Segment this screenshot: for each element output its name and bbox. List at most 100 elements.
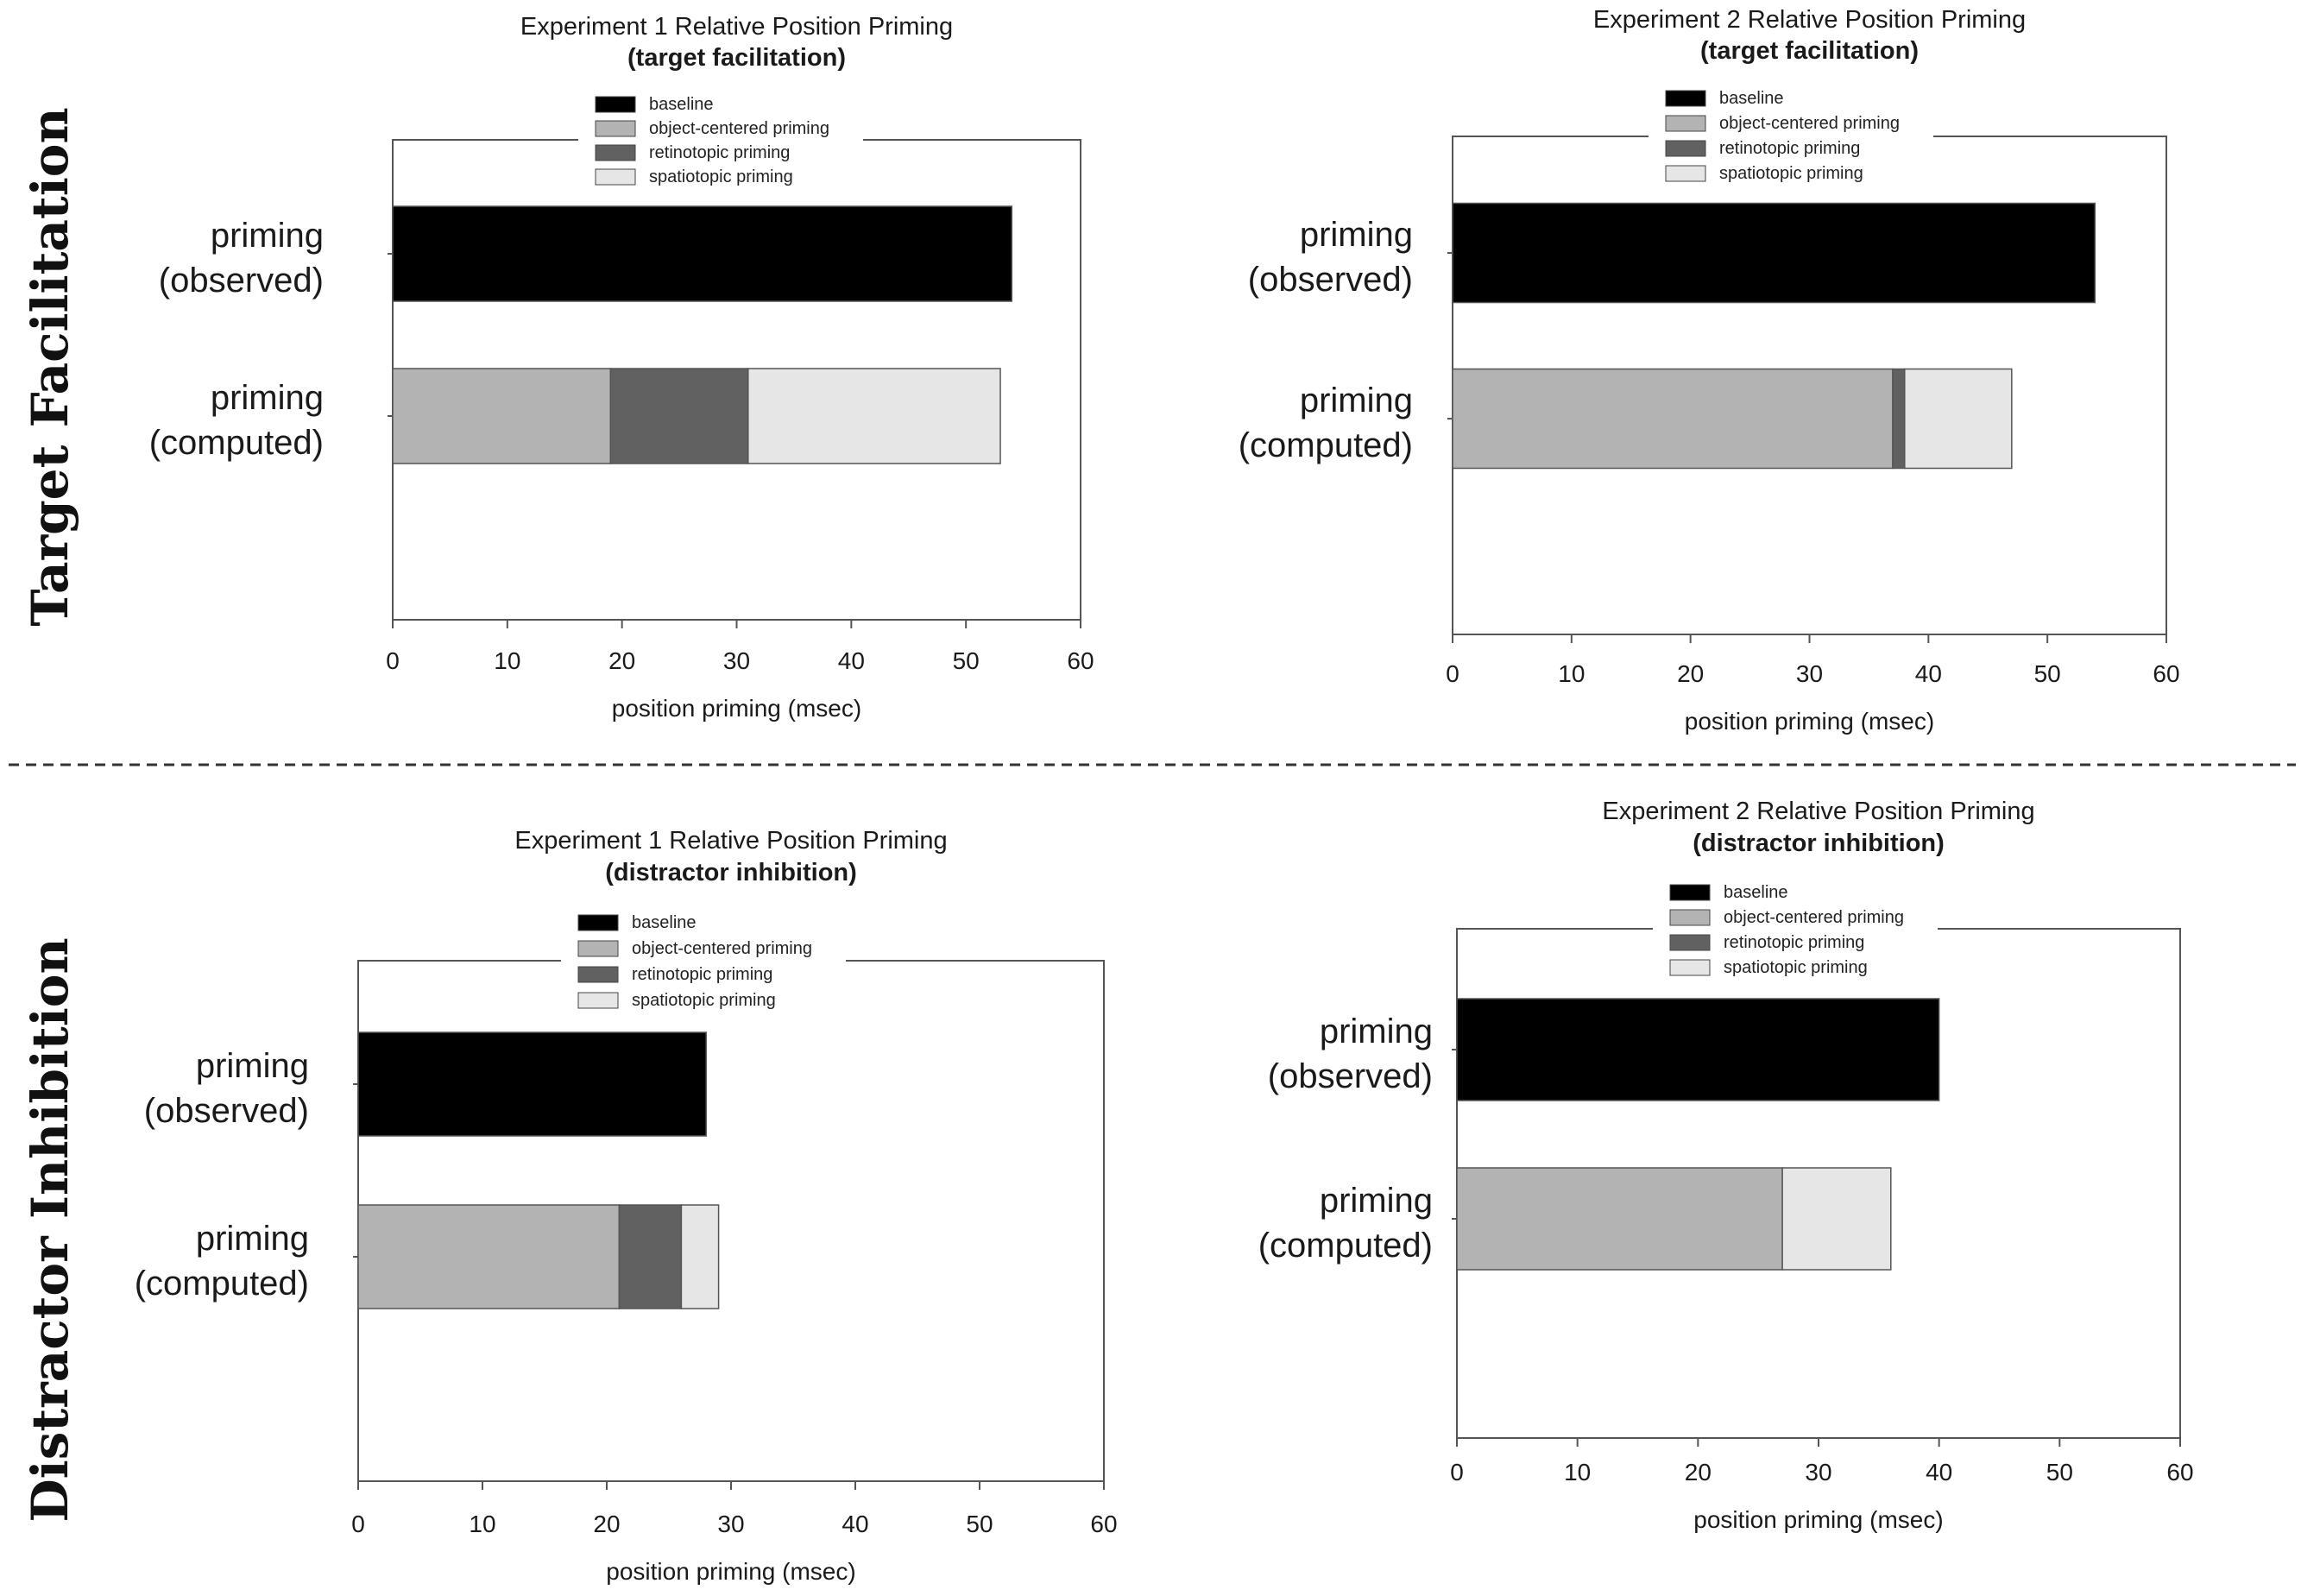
bar-object-centered-priming-computed bbox=[1452, 368, 1894, 470]
bar-spatiotopic-priming-computed bbox=[747, 368, 1001, 464]
bar-retinotopic-priming-computed bbox=[609, 368, 749, 464]
legend-label: baseline bbox=[1719, 89, 1784, 108]
legend-label: object-centered priming bbox=[649, 119, 829, 138]
category-label-line1: priming bbox=[1300, 382, 1413, 420]
category-label-line1: priming bbox=[1320, 1182, 1433, 1220]
x-tick-label: 40 bbox=[842, 1511, 868, 1537]
legend-label: baseline bbox=[649, 95, 714, 114]
bar-baseline-observed bbox=[392, 205, 1013, 302]
bar-object-centered-priming-computed bbox=[392, 368, 612, 464]
legend-label: spatiotopic priming bbox=[1719, 164, 1863, 183]
legend-swatch-spatiotopic-priming bbox=[577, 992, 619, 1009]
category-label-line2: (observed) bbox=[1268, 1057, 1433, 1095]
legend-swatch-object-centered-priming bbox=[1669, 909, 1711, 926]
x-tick-label: 10 bbox=[494, 647, 520, 674]
legend-swatch-retinotopic-priming bbox=[595, 144, 636, 161]
legend-swatch-baseline bbox=[1665, 90, 1706, 107]
category-label-line1: priming bbox=[1300, 216, 1413, 254]
legend-label: object-centered priming bbox=[632, 939, 812, 958]
chart-panel-3: Experiment 1 Relative Position Priming (d… bbox=[135, 827, 1118, 1585]
bar-baseline-observed bbox=[1452, 202, 2096, 304]
bar-baseline-observed bbox=[357, 1031, 707, 1137]
category-label-line2: (observed) bbox=[159, 262, 324, 300]
x-tick-label: 20 bbox=[1677, 660, 1704, 687]
legend-label: spatiotopic priming bbox=[1724, 958, 1868, 977]
row-label-distractor-inhibition: Distractor Inhibition bbox=[21, 937, 79, 1522]
bar-spatiotopic-priming-computed bbox=[680, 1204, 720, 1309]
legend-label: retinotopic priming bbox=[1719, 139, 1860, 158]
x-tick-label: 0 bbox=[1446, 660, 1459, 687]
legend-swatch-object-centered-priming bbox=[577, 940, 619, 957]
x-tick-label: 0 bbox=[386, 647, 400, 674]
x-tick-label: 40 bbox=[1915, 660, 1942, 687]
x-tick-label: 50 bbox=[966, 1511, 993, 1537]
legend-label: retinotopic priming bbox=[649, 143, 790, 162]
category-label-line1: priming bbox=[196, 1047, 309, 1085]
x-tick-label: 20 bbox=[593, 1511, 620, 1537]
bar-object-centered-priming-computed bbox=[1456, 1167, 1783, 1271]
category-label-line2: (observed) bbox=[1248, 261, 1413, 299]
x-tick-label: 30 bbox=[1796, 660, 1823, 687]
legend-swatch-object-centered-priming bbox=[595, 120, 636, 137]
chart-panel-2: Experiment 2 Relative Position Priming (t… bbox=[1239, 6, 2180, 735]
chart-panel-4: Experiment 2 Relative Position Priming (d… bbox=[1258, 798, 2194, 1533]
legend-label: baseline bbox=[1724, 883, 1788, 902]
chart-title: Experiment 2 Relative Position Priming bbox=[1593, 6, 2026, 34]
legend-label: retinotopic priming bbox=[1724, 933, 1864, 952]
category-label-line1: priming bbox=[211, 217, 324, 255]
category-label-line2: (computed) bbox=[149, 424, 324, 462]
chart-panel-1: Experiment 1 Relative Position Priming (t… bbox=[149, 13, 1094, 722]
bar-retinotopic-priming-computed bbox=[1892, 368, 1906, 470]
x-tick-label: 0 bbox=[1450, 1459, 1464, 1486]
category-label-line1: priming bbox=[1320, 1012, 1433, 1050]
chart-title: Experiment 2 Relative Position Priming bbox=[1602, 798, 2034, 825]
x-tick-label: 60 bbox=[2166, 1459, 2193, 1486]
x-tick-label: 10 bbox=[1564, 1459, 1591, 1486]
legend-swatch-retinotopic-priming bbox=[1665, 140, 1706, 157]
bar-retinotopic-priming-computed bbox=[618, 1204, 683, 1309]
x-axis-title: position priming (msec) bbox=[612, 695, 861, 722]
legend-label: object-centered priming bbox=[1724, 908, 1904, 927]
x-tick-label: 60 bbox=[2153, 660, 2179, 687]
bar-object-centered-priming-computed bbox=[357, 1204, 621, 1309]
chart-title: Experiment 1 Relative Position Priming bbox=[514, 827, 947, 855]
category-label-line2: (computed) bbox=[135, 1265, 309, 1303]
category-label-line2: (computed) bbox=[1239, 426, 1413, 464]
x-tick-label: 40 bbox=[1926, 1459, 1952, 1486]
legend-swatch-baseline bbox=[577, 914, 619, 931]
category-label-line1: priming bbox=[211, 379, 324, 417]
legend-swatch-spatiotopic-priming bbox=[595, 168, 636, 186]
x-tick-label: 50 bbox=[953, 647, 980, 674]
bar-spatiotopic-priming-computed bbox=[1781, 1167, 1892, 1271]
bar-spatiotopic-priming-computed bbox=[1904, 368, 2013, 470]
legend-label: retinotopic priming bbox=[632, 965, 772, 984]
legend-swatch-spatiotopic-priming bbox=[1665, 165, 1706, 182]
chart-title: Experiment 1 Relative Position Priming bbox=[520, 13, 953, 41]
legend-swatch-retinotopic-priming bbox=[577, 966, 619, 983]
legend-label: baseline bbox=[632, 913, 697, 932]
legend-swatch-retinotopic-priming bbox=[1669, 934, 1711, 951]
x-tick-label: 10 bbox=[1558, 660, 1585, 687]
chart-subtitle: (distractor inhibition) bbox=[605, 859, 857, 886]
category-label-line1: priming bbox=[196, 1220, 309, 1258]
x-tick-label: 50 bbox=[2034, 660, 2061, 687]
x-tick-label: 50 bbox=[2046, 1459, 2073, 1486]
legend-swatch-baseline bbox=[1669, 884, 1711, 901]
x-tick-label: 0 bbox=[351, 1511, 365, 1537]
x-tick-label: 40 bbox=[838, 647, 865, 674]
x-tick-label: 60 bbox=[1090, 1511, 1117, 1537]
chart-subtitle: (target facilitation) bbox=[627, 44, 846, 72]
legend-label: spatiotopic priming bbox=[649, 167, 793, 186]
legend-swatch-spatiotopic-priming bbox=[1669, 959, 1711, 976]
row-label-target-facilitation: Target Facilitation bbox=[21, 107, 79, 626]
category-label-line2: (computed) bbox=[1258, 1227, 1433, 1265]
x-axis-title: position priming (msec) bbox=[606, 1558, 855, 1585]
x-tick-label: 60 bbox=[1067, 647, 1094, 674]
x-tick-label: 20 bbox=[1685, 1459, 1712, 1486]
chart-subtitle: (target facilitation) bbox=[1700, 37, 1919, 65]
x-tick-label: 30 bbox=[1805, 1459, 1831, 1486]
legend-swatch-object-centered-priming bbox=[1665, 115, 1706, 132]
bar-baseline-observed bbox=[1456, 998, 1940, 1101]
legend-swatch-baseline bbox=[595, 96, 636, 113]
